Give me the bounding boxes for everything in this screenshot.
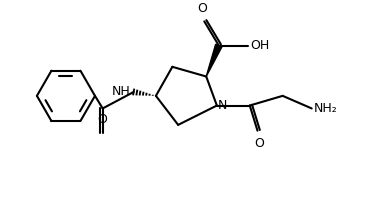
Text: NH₂: NH₂ — [314, 102, 337, 115]
Text: O: O — [97, 113, 107, 126]
Text: O: O — [254, 137, 264, 150]
Text: N: N — [218, 99, 227, 112]
Text: O: O — [197, 2, 207, 14]
Text: NH: NH — [112, 85, 131, 98]
Polygon shape — [206, 44, 222, 76]
Text: OH: OH — [251, 39, 270, 52]
